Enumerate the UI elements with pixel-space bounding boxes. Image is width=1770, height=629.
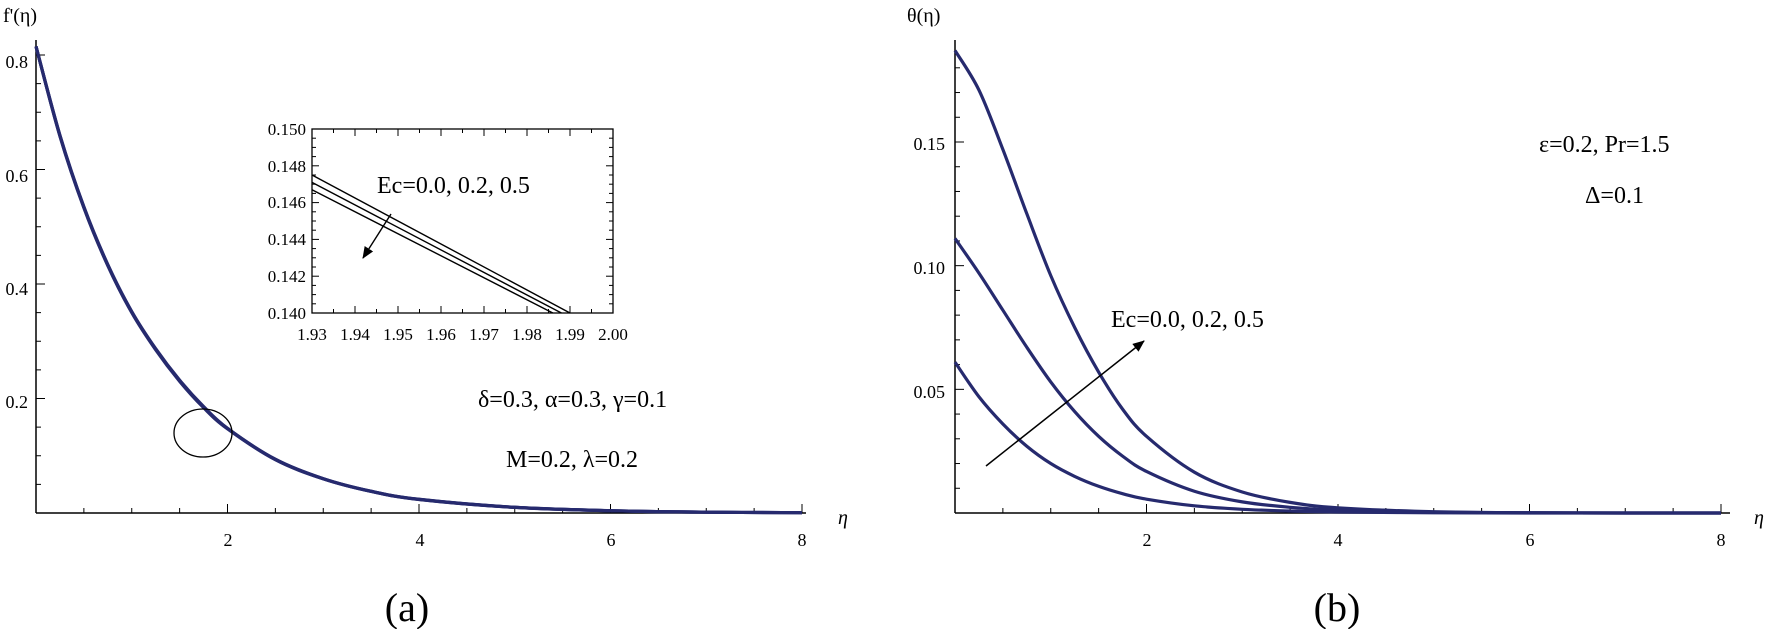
panel-a-inset-x-tick-label: 2.00 bbox=[598, 325, 628, 344]
panel-b-y-axis-label: θ(η) bbox=[907, 5, 940, 27]
panel-a-inset-y-tick-label: 0.148 bbox=[268, 157, 306, 176]
panel-a-inset-y-tick-label: 0.140 bbox=[268, 304, 306, 323]
panel-a-inset-series-line bbox=[311, 181, 562, 314]
panel-a: 2 4 6 8 0.2 0.4 0.6 0.8 f'(η) η 1.93 1.9… bbox=[3, 5, 848, 629]
panel-a-inset-x-tick-label: 1.95 bbox=[383, 325, 413, 344]
panel-a-inset-y-tick-label: 0.146 bbox=[268, 193, 306, 212]
panel-a-label: (a) bbox=[385, 585, 429, 629]
panel-a-inset-frame bbox=[311, 128, 614, 314]
panel-a-x-tick-label: 8 bbox=[798, 530, 807, 550]
panel-a-x-tick-label: 4 bbox=[416, 530, 425, 550]
panel-a-inset-x-tick-label: 1.98 bbox=[512, 325, 542, 344]
panel-a-inset-y-tick-label: 0.150 bbox=[268, 120, 306, 139]
panel-b-arrow bbox=[985, 340, 1145, 467]
panel-b: 2 4 6 8 0.05 0.10 0.15 θ(η) η Ec=0.0, 0.… bbox=[907, 5, 1764, 629]
panel-a-y-tick-label: 0.6 bbox=[6, 166, 29, 186]
panel-a-y-tick-label: 0.2 bbox=[6, 392, 29, 412]
panel-a-inset-x-tick-label: 1.97 bbox=[469, 325, 499, 344]
panel-a-inset-x-tick-label: 1.96 bbox=[426, 325, 456, 344]
panel-b-x-axis-label: η bbox=[1754, 507, 1764, 529]
panel-b-arrow-label: Ec=0.0, 0.2, 0.5 bbox=[1111, 307, 1264, 333]
panel-b-series-line bbox=[953, 49, 1722, 515]
panel-a-x-tick-labels: 2 4 6 8 bbox=[224, 530, 807, 550]
panel-b-y-tick-label: 0.10 bbox=[914, 258, 946, 278]
panel-b-x-tick-label: 4 bbox=[1334, 530, 1343, 550]
panel-b-y-tick-label: 0.15 bbox=[914, 134, 946, 154]
panel-a-x-axis-label: η bbox=[838, 507, 848, 529]
panel-a-inset-x-tick-label: 1.94 bbox=[340, 325, 370, 344]
panel-a-inset-label: Ec=0.0, 0.2, 0.5 bbox=[377, 173, 530, 199]
panel-a-inset-x-tick-label: 1.99 bbox=[555, 325, 585, 344]
panel-b-x-tick-labels: 2 4 6 8 bbox=[1143, 530, 1726, 550]
panel-a-inset-lines bbox=[311, 174, 571, 314]
panel-a-y-tick-labels: 0.2 0.4 0.6 0.8 bbox=[6, 52, 29, 412]
panel-b-x-tick-label: 8 bbox=[1717, 530, 1726, 550]
panel-a-inset-series-line bbox=[311, 189, 554, 314]
panel-a-zoom-ellipse bbox=[173, 408, 233, 458]
panel-a-series-line bbox=[34, 45, 803, 515]
panel-b-annotation-params-1: ε=0.2, Pr=1.5 bbox=[1539, 132, 1670, 158]
panel-b-y-tick-labels: 0.05 0.10 0.15 bbox=[914, 134, 946, 402]
panel-a-annotation-params-2: M=0.2, λ=0.2 bbox=[506, 447, 638, 473]
panel-a-y-tick-label: 0.4 bbox=[6, 279, 29, 299]
panel-b-x-tick-label: 6 bbox=[1526, 530, 1535, 550]
panel-a-inset-series-line bbox=[311, 174, 571, 314]
panel-a-inset-y-tick-label: 0.142 bbox=[268, 267, 306, 286]
panel-b-x-tick-label: 2 bbox=[1143, 530, 1152, 550]
panel-a-inset-x-tick-label: 1.93 bbox=[297, 325, 327, 344]
panel-b-label: (b) bbox=[1314, 585, 1361, 629]
panel-a-y-axis-label: f'(η) bbox=[3, 5, 37, 27]
panel-a-x-tick-label: 2 bbox=[224, 530, 233, 550]
panel-b-series-line bbox=[953, 361, 1721, 515]
panel-a-x-tick-label: 6 bbox=[607, 530, 616, 550]
panel-a-y-tick-label: 0.8 bbox=[6, 52, 29, 72]
panel-b-curves bbox=[953, 49, 1722, 515]
panel-a-inset: 1.93 1.94 1.95 1.96 1.97 1.98 1.99 2.00 … bbox=[268, 120, 628, 344]
panel-b-annotation-params-2: Δ=0.1 bbox=[1585, 183, 1644, 209]
panel-a-inset-y-tick-labels: 0.140 0.142 0.144 0.146 0.148 0.150 bbox=[268, 120, 307, 323]
panel-a-inset-ticks bbox=[311, 128, 614, 314]
panel-a-annotation-params-1: δ=0.3, α=0.3, γ=0.1 bbox=[478, 387, 667, 413]
panel-a-inset-y-tick-label: 0.144 bbox=[268, 230, 307, 249]
panel-b-series-line bbox=[953, 237, 1722, 515]
panel-a-inset-arrow bbox=[362, 213, 392, 259]
panel-a-curves bbox=[34, 45, 803, 515]
panel-b-y-tick-label: 0.05 bbox=[914, 382, 946, 402]
panel-a-inset-x-tick-labels: 1.93 1.94 1.95 1.96 1.97 1.98 1.99 2.00 bbox=[297, 325, 628, 344]
